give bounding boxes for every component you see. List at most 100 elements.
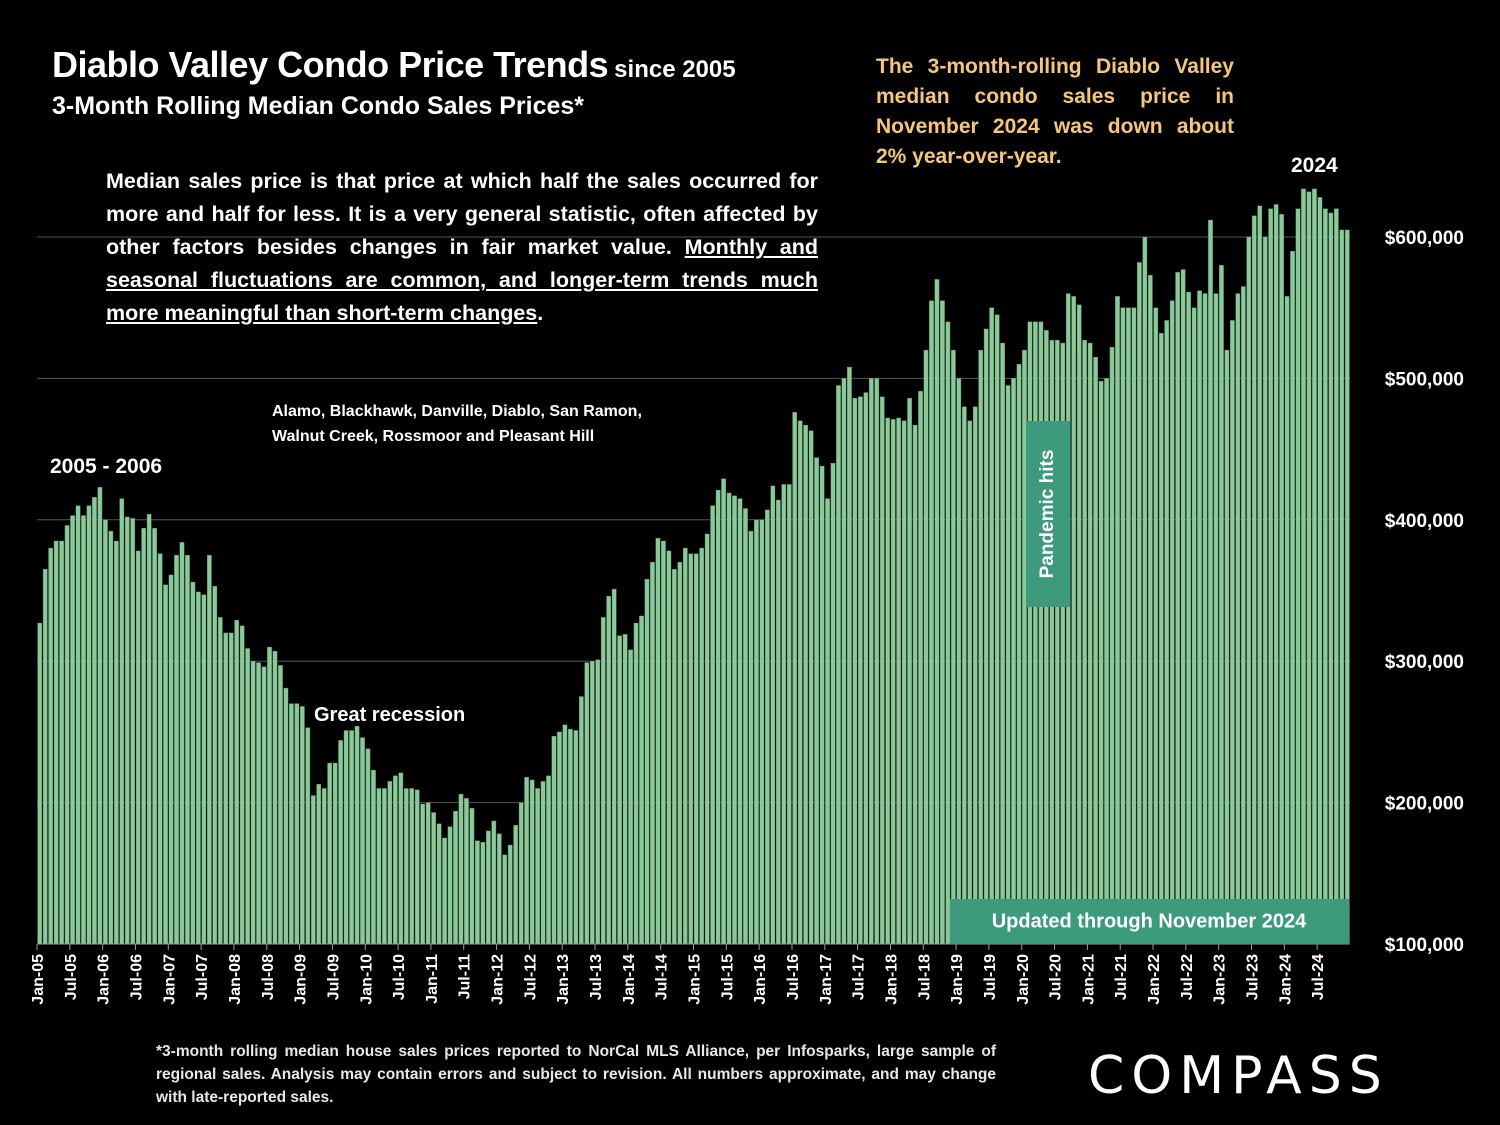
page-title: Diablo Valley Condo Price Trends (52, 44, 609, 85)
bar (371, 769, 376, 945)
x-tick-label: Jan-21 (1080, 954, 1097, 1005)
updated-label-box (950, 899, 1349, 944)
bar (1295, 208, 1301, 945)
bar (212, 586, 218, 945)
x-tick-label: Jan-16 (752, 954, 769, 1005)
pandemic-label: Pandemic hits (1026, 421, 1070, 607)
bar (1142, 236, 1148, 945)
bar (551, 735, 557, 945)
annotation-region-list: Alamo, Blackhawk, Danville, Diablo, San … (272, 403, 642, 445)
bar (135, 550, 141, 945)
bar (967, 420, 973, 945)
x-tick-label: Jul-20 (1048, 954, 1065, 1000)
bar (196, 591, 201, 945)
bar (185, 554, 190, 945)
bar (600, 617, 606, 945)
bar (409, 788, 415, 945)
bar (398, 772, 404, 945)
bar (562, 724, 568, 945)
compass-logo: COMPASS (1088, 1046, 1389, 1106)
x-tick-label: Jul-24 (1310, 954, 1327, 1000)
bar (513, 825, 519, 945)
bar (1011, 378, 1016, 945)
bar (633, 622, 639, 945)
bar (124, 516, 130, 945)
bar (1027, 321, 1033, 945)
x-tick-label: Jul-21 (1113, 954, 1130, 1000)
bar (775, 499, 781, 945)
region-line: Walnut Creek, Rossmoor and Pleasant Hill (272, 428, 594, 445)
bar (666, 550, 672, 945)
bar (699, 547, 705, 945)
bar (316, 784, 322, 945)
x-tick-label: Jul-05 (63, 954, 80, 1000)
bar (912, 424, 918, 945)
x-tick-label: Jul-11 (457, 954, 474, 999)
bar (1257, 205, 1263, 945)
bar (1191, 307, 1197, 945)
bar (1033, 321, 1038, 945)
gridlines (37, 236, 1350, 804)
bar (639, 615, 644, 945)
yoy-callout: The 3-month-rolling Diablo Valley median… (876, 55, 1234, 168)
bar (1328, 212, 1334, 945)
x-tick-label: Jan-06 (96, 954, 113, 1005)
bar (382, 788, 387, 945)
x-tick-label: Jan-14 (621, 954, 638, 1005)
x-tick-label: Jan-17 (818, 954, 835, 1005)
pandemic-label-box (1026, 421, 1070, 607)
bar (458, 793, 464, 945)
x-axis: Jan-05 Jul-05 Jan-06 Jul-06 Jan-07 Jul-07 Jan-… (30, 943, 1350, 1005)
x-tick-label: Jan-22 (1146, 954, 1163, 1005)
bar (721, 478, 726, 945)
x-tick-label: Jul-06 (128, 954, 145, 1000)
bar (934, 279, 940, 945)
bar (808, 430, 814, 945)
x-tick-label: Jul-08 (260, 954, 277, 1000)
x-tick-label: Jan-07 (161, 954, 178, 1005)
bar (1208, 219, 1213, 945)
y-tick-label: $500,000 (1385, 369, 1464, 390)
bar (890, 419, 896, 945)
bar (92, 496, 97, 945)
bar (1071, 296, 1077, 945)
bar (420, 803, 426, 945)
bar (267, 646, 272, 945)
bar (879, 396, 885, 945)
bar (360, 737, 365, 945)
bar (650, 562, 655, 945)
median-explanation-note: Median sales price is that price at whic… (106, 165, 818, 330)
bar (103, 519, 108, 945)
bar (1175, 272, 1181, 945)
bar (152, 528, 157, 945)
bar (1312, 188, 1317, 945)
y-tick-label: $400,000 (1385, 511, 1464, 532)
bar (130, 518, 136, 945)
bar (682, 547, 688, 945)
bar (475, 840, 480, 945)
bar (1087, 342, 1093, 945)
bar (1323, 208, 1328, 945)
bar (403, 788, 409, 945)
pandemic-label-text: Pandemic hits (1037, 450, 1058, 579)
bar (190, 581, 196, 945)
bar (1016, 364, 1022, 945)
bar (86, 505, 92, 945)
bar (611, 588, 617, 945)
bar (332, 762, 338, 945)
updated-label-text: Updated through November 2024 (992, 910, 1307, 932)
x-tick-label: Jan-08 (227, 954, 244, 1005)
bar (918, 390, 923, 945)
bar (81, 515, 86, 945)
bar (1339, 229, 1345, 945)
bar (1317, 197, 1323, 945)
bar (1202, 293, 1208, 945)
bar (978, 349, 984, 945)
bar (589, 661, 595, 945)
bar (1022, 349, 1027, 945)
bar (1251, 215, 1257, 945)
bar (343, 730, 349, 945)
bar (59, 540, 64, 945)
bar (393, 775, 398, 945)
bar (1137, 262, 1142, 945)
